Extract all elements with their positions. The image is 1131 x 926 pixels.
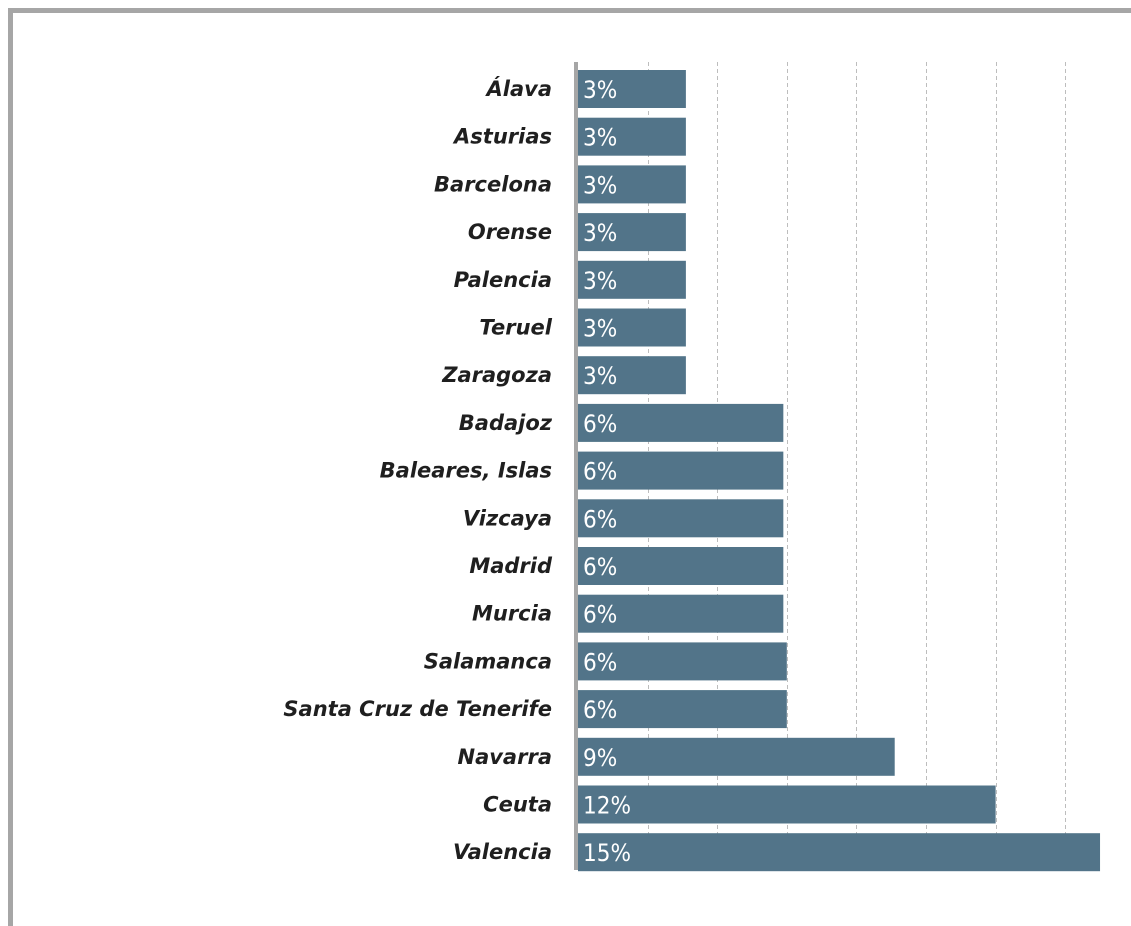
category-label: Valencia	[453, 840, 552, 864]
bar	[578, 356, 686, 395]
category-label: Badajoz	[459, 411, 553, 435]
category-label: Baleares, Islas	[380, 459, 552, 483]
value-label: 3%	[583, 267, 617, 295]
bar	[578, 642, 787, 681]
value-label: 6%	[583, 696, 617, 724]
category-label: Barcelona	[434, 172, 552, 196]
bar	[578, 690, 787, 729]
category-label: Vizcaya	[463, 506, 552, 530]
bar	[578, 308, 686, 347]
bars	[578, 70, 1101, 872]
value-label: 15%	[583, 839, 631, 867]
bar	[578, 117, 686, 156]
value-label: 3%	[583, 362, 617, 390]
value-label: 6%	[583, 410, 617, 438]
value-label: 6%	[583, 458, 617, 486]
category-label: Murcia	[472, 602, 552, 626]
category-labels: Álava Asturias Barcelona Orense Palencia Teru…	[283, 76, 553, 864]
frame-left-border	[8, 8, 13, 926]
value-label: 3%	[583, 171, 617, 199]
category-label: Orense	[468, 220, 552, 244]
bar	[578, 547, 784, 585]
bar	[578, 70, 686, 108]
category-label: Palencia	[454, 268, 552, 292]
bar	[578, 403, 784, 442]
bar	[578, 785, 996, 824]
category-label: Santa Cruz de Tenerife	[283, 697, 552, 721]
value-label: 3%	[583, 124, 617, 152]
value-label: 6%	[583, 505, 617, 533]
category-label: Zaragoza	[441, 363, 552, 387]
bar	[578, 499, 784, 538]
value-label: 9%	[583, 744, 617, 772]
value-label: 3%	[583, 219, 617, 247]
frame-top-border	[8, 8, 1131, 13]
value-label: 3%	[583, 315, 617, 343]
category-label: Asturias	[452, 125, 552, 149]
category-label: Salamanca	[424, 649, 552, 673]
value-label: 3%	[583, 76, 617, 104]
value-label: 6%	[583, 553, 617, 581]
value-label: 6%	[583, 601, 617, 629]
bar	[578, 594, 784, 633]
value-label: 6%	[583, 648, 617, 676]
category-label: Navarra	[458, 745, 553, 769]
category-label: Álava	[485, 76, 552, 101]
bar	[578, 165, 686, 204]
bar	[578, 260, 686, 299]
value-labels: 3% 3% 3% 3% 3% 3% 3% 6% 6% 6% 6% 6% 6% 6% 9% 12% 15%	[583, 76, 631, 867]
value-label: 12%	[583, 792, 631, 820]
category-label: Madrid	[469, 554, 553, 578]
bar	[578, 213, 686, 252]
bar	[578, 833, 1101, 872]
bar	[578, 737, 895, 776]
category-label: Teruel	[479, 316, 552, 340]
category-label: Ceuta	[483, 793, 552, 817]
bar	[578, 451, 784, 490]
